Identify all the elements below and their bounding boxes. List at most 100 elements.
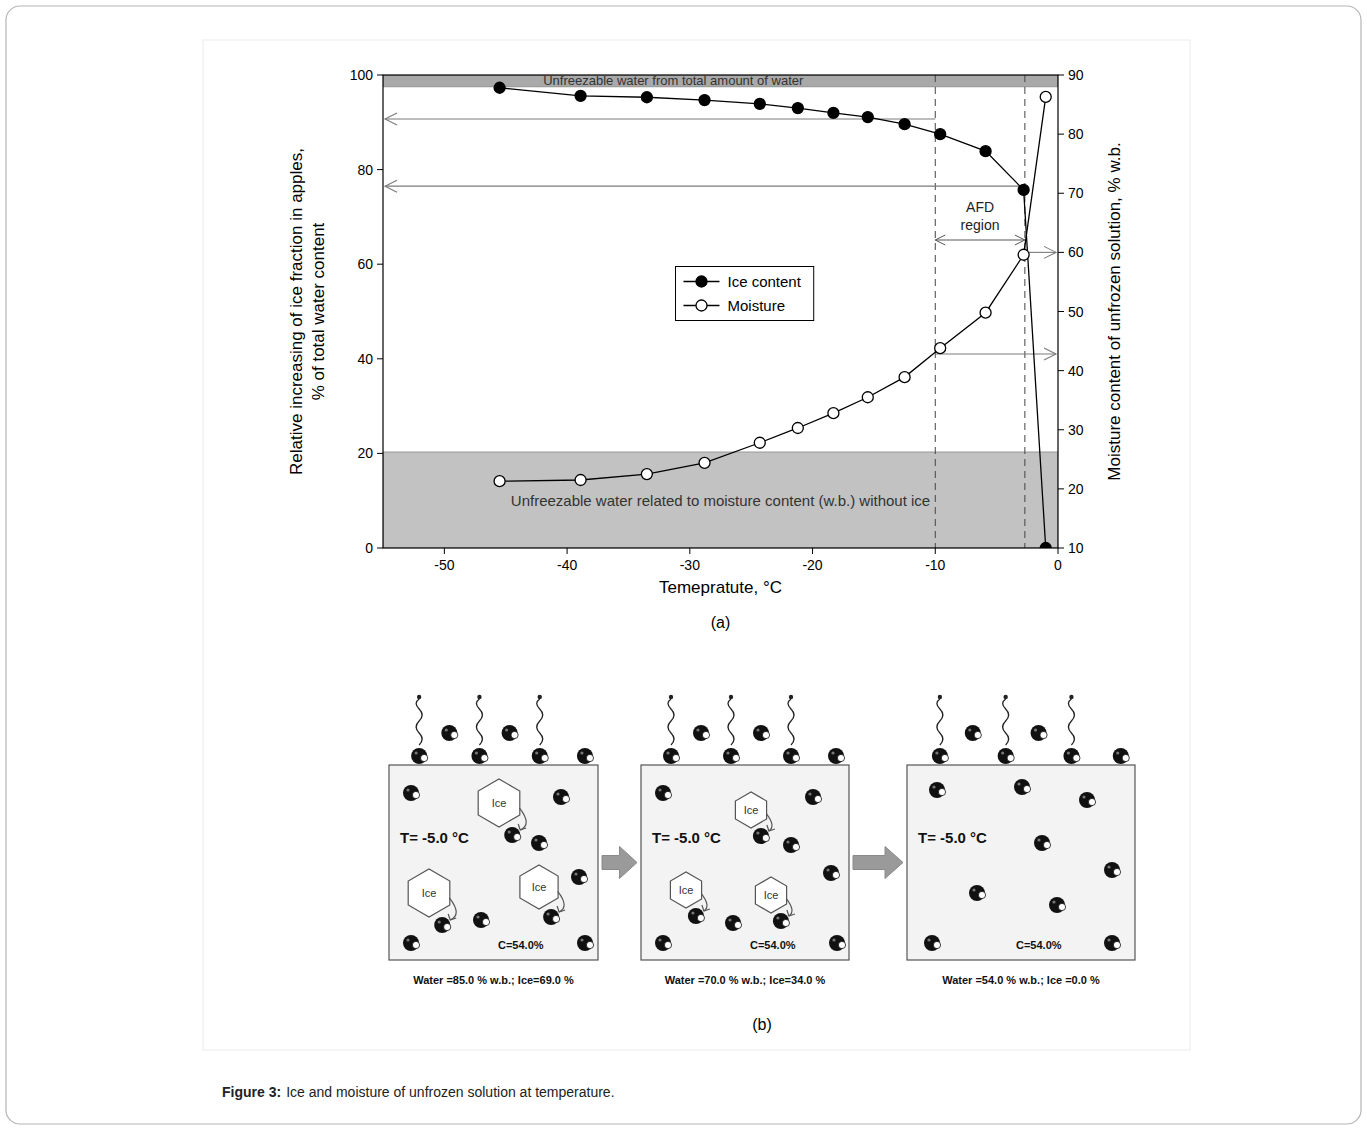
molecule-shine (832, 938, 835, 941)
y-tick-label: 40 (357, 351, 373, 367)
panel-box (389, 765, 598, 960)
molecule-atom (1113, 941, 1120, 948)
molecule-shine (547, 912, 550, 915)
panel-temperature: T= -5.0 °C (400, 829, 469, 846)
molecule (965, 725, 982, 741)
vapour-trail (416, 699, 422, 745)
molecule-body (1104, 862, 1120, 878)
molecule-atom (792, 843, 799, 850)
vapour-trail (788, 699, 794, 745)
molecule-shine (580, 751, 583, 754)
caption-label: Figure 3: (222, 1084, 281, 1100)
y2-tick-label: 30 (1068, 422, 1084, 438)
molecule-body (577, 935, 593, 951)
molecule-atom (586, 754, 593, 761)
molecule-shine (1082, 795, 1085, 798)
molecule-shine (932, 785, 935, 788)
molecule-shine (658, 938, 661, 941)
molecule-shine (666, 751, 669, 754)
ice-arrow-head (518, 824, 526, 830)
molecule-atom (412, 941, 419, 948)
ice-arrow-head (557, 906, 565, 912)
diagram-panel: IceIceIceT= -5.0 °CC=54.0%Water =85.0 % … (389, 695, 598, 986)
ice-crystal (408, 869, 450, 917)
molecule (828, 748, 845, 764)
molecule-atom (1073, 754, 1080, 761)
molecule (655, 935, 672, 951)
data-point (575, 475, 586, 486)
reference-arrow (1025, 246, 1056, 258)
x-axis-title: Temepratute, °C (659, 578, 782, 597)
x-tick (1058, 548, 1059, 554)
ice-label: Ice (679, 884, 694, 896)
molecule-atom (1113, 868, 1120, 875)
y2-tick (1058, 548, 1064, 549)
data-point (935, 129, 946, 140)
ice-label: Ice (744, 804, 759, 816)
molecule-body (577, 748, 593, 764)
molecule-atom (1007, 754, 1014, 761)
ice-crystal (755, 877, 786, 913)
molecule-shine (574, 872, 577, 875)
molecule (1049, 897, 1066, 913)
molecule-shine (786, 751, 789, 754)
y2-tick (1058, 134, 1064, 135)
molecule-atom (481, 754, 488, 761)
y-tick-label: 0 (365, 540, 373, 556)
molecule-atom (732, 754, 739, 761)
molecule-shine (535, 751, 538, 754)
vapour-trail (1068, 699, 1074, 745)
molecule-atom (837, 754, 844, 761)
data-point (1018, 249, 1029, 260)
y2-tick (1058, 193, 1064, 194)
x-tick-label: -30 (680, 557, 700, 573)
arrow-head (1015, 235, 1025, 245)
molecule (577, 748, 594, 764)
y2-tick (1058, 311, 1064, 312)
molecule-atom (514, 833, 521, 840)
molecule-body (924, 935, 940, 951)
molecule (783, 748, 800, 764)
data-point (899, 119, 910, 130)
caption-text: Ice and moisture of unfrozen solution at… (286, 1084, 614, 1100)
molecule-body (783, 748, 799, 764)
data-point (641, 469, 652, 480)
data-point (935, 343, 946, 354)
molecule-atom (482, 918, 489, 925)
panel-concentration: C=54.0% (498, 939, 544, 951)
ice-arrow-head (767, 825, 775, 831)
molecule-body (1063, 748, 1079, 764)
molecule-shine (406, 788, 409, 791)
molecule-shine (476, 915, 479, 918)
molecule (1031, 725, 1048, 741)
vapour-trail (476, 699, 482, 745)
molecule-atom (541, 754, 548, 761)
molecule (998, 748, 1015, 764)
molecule-atom (782, 919, 789, 926)
molecule-atom (1040, 731, 1047, 738)
molecule (403, 935, 420, 951)
region-label: region (961, 217, 1000, 233)
molecule-body (504, 827, 520, 843)
x-tick-label: -10 (925, 557, 945, 573)
molecule-atom (421, 754, 428, 761)
vapour-trail (668, 699, 674, 745)
ice-arrow (558, 891, 564, 912)
molecule-atom (444, 923, 451, 930)
molecule-shine (534, 838, 537, 841)
data-point (1018, 184, 1029, 195)
ice-label: Ice (532, 881, 547, 893)
y2-tick-label: 50 (1068, 304, 1084, 320)
data-point (792, 103, 803, 114)
molecule-body (434, 917, 450, 933)
molecule-shine (972, 888, 975, 891)
molecule-shine (1037, 838, 1040, 841)
molecule-atom (553, 915, 560, 922)
molecule-body (969, 885, 985, 901)
ice-crystal (735, 792, 766, 828)
molecule-atom (562, 795, 569, 802)
molecule (929, 782, 946, 798)
ice-label: Ice (422, 887, 437, 899)
molecule-shine (1067, 751, 1070, 754)
data-point (754, 98, 765, 109)
